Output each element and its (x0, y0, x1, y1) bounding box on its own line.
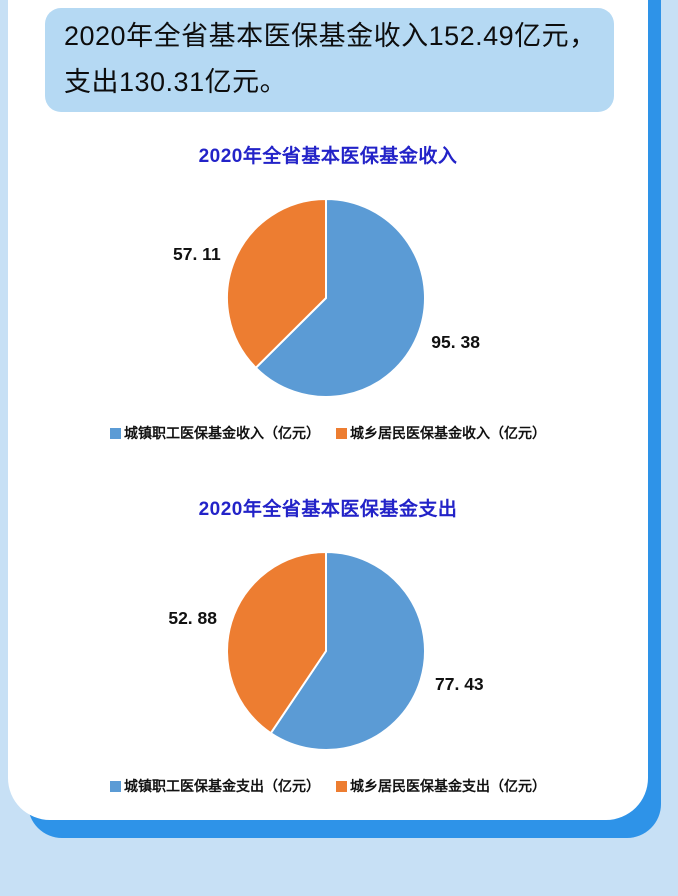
legend-label: 城镇职工医保基金收入（亿元） (124, 425, 320, 441)
data-label: 77. 43 (435, 674, 484, 694)
headline-line-2: 支出130.31亿元。 (64, 67, 288, 97)
pie-slice (226, 550, 327, 735)
data-label: 52. 88 (168, 608, 217, 628)
legend-label: 城镇职工医保基金支出（亿元） (124, 778, 320, 794)
legend-label: 城乡居民医保基金收入（亿元） (350, 425, 546, 441)
pie-slice (269, 550, 427, 751)
data-label: 57. 11 (173, 244, 221, 264)
legend-swatch-icon (110, 780, 121, 792)
legend-swatch-icon (336, 427, 347, 439)
legend-item: 城乡居民医保基金支出（亿元） (336, 776, 546, 796)
expenditure-pie-chart-section: 2020年全省基本医保基金支出 77. 43 52. 88 城镇职工医保基金支出（… (8, 488, 648, 828)
income-chart-title: 2020年全省基本医保基金收入 (198, 146, 458, 167)
income-pie-chart: 95. 38 57. 11 (173, 197, 480, 398)
content-card: 2020年全省基本医保基金收入152.49亿元， 支出130.31亿元。 202… (8, 0, 648, 820)
legend-swatch-icon (336, 780, 347, 792)
legend-item: 城镇职工医保基金支出（亿元） (110, 776, 320, 796)
headline-banner: 2020年全省基本医保基金收入152.49亿元， 支出130.31亿元。 (45, 8, 614, 112)
pie-slice (254, 197, 426, 398)
pie-slice (226, 197, 327, 370)
expenditure-pie-chart: 77. 43 52. 88 (168, 550, 484, 751)
legend-label: 城乡居民医保基金支出（亿元） (350, 778, 546, 794)
expenditure-chart-legend: 城镇职工医保基金支出（亿元） 城乡居民医保基金支出（亿元） (8, 776, 648, 796)
income-pie-chart-section: 2020年全省基本医保基金收入 95. 38 57. 11 城镇职工医保基金收入（… (8, 135, 648, 475)
data-label: 95. 38 (431, 332, 480, 352)
legend-item: 城乡居民医保基金收入（亿元） (336, 423, 546, 443)
income-chart-legend: 城镇职工医保基金收入（亿元） 城乡居民医保基金收入（亿元） (8, 423, 648, 443)
headline-line-1: 2020年全省基本医保基金收入152.49亿元， (64, 21, 597, 51)
legend-item: 城镇职工医保基金收入（亿元） (110, 423, 320, 443)
expenditure-chart-title: 2020年全省基本医保基金支出 (198, 499, 458, 520)
legend-swatch-icon (110, 427, 121, 439)
